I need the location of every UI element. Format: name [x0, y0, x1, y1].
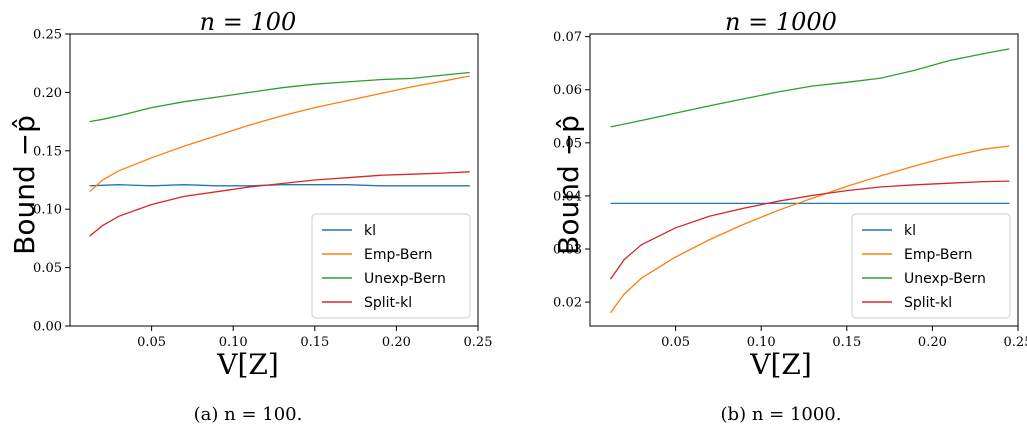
- y-axis-label: Bound −p̂: [552, 115, 585, 255]
- x-tick-label: 0.10: [747, 335, 776, 350]
- y-tick-label: 0.25: [33, 28, 62, 43]
- x-tick-label: 0.05: [661, 335, 690, 350]
- chart-title: n = 1000: [725, 8, 837, 36]
- chart-panel-n100: n = 100 V[Z] Bound −p̂ (a) n = 100. 0.05…: [8, 8, 492, 425]
- y-tick-label: 0.03: [553, 243, 582, 258]
- x-tick-label: 0.20: [918, 335, 947, 350]
- y-tick-label: 0.20: [33, 86, 62, 101]
- y-tick-label: 0.04: [553, 189, 582, 204]
- x-tick-label: 0.25: [464, 335, 493, 350]
- x-tick-label: 0.15: [300, 335, 329, 350]
- y-tick-label: 0.05: [33, 261, 62, 276]
- series-line-kl: [89, 184, 470, 187]
- series-line-unexp-bern: [610, 48, 1010, 128]
- plot-frame: [589, 33, 1019, 327]
- y-tick-label: 0.15: [33, 144, 62, 159]
- x-axis-label: V[Z]: [749, 348, 812, 381]
- legend-label: Emp-Bern: [904, 247, 973, 263]
- chart-panel-n1000: n = 1000 V[Z] Bound −p̂ (b) n = 1000. 0.…: [552, 8, 1027, 425]
- x-tick-label: 0.10: [219, 335, 248, 350]
- x-tick-label: 0.15: [832, 335, 861, 350]
- series-line-split-kl: [89, 171, 470, 237]
- plot-frame: [69, 33, 479, 327]
- y-tick-label: 0.05: [553, 136, 582, 151]
- x-tick-label: 0.05: [137, 335, 166, 350]
- legend-label: kl: [904, 223, 916, 239]
- series-line-split-kl: [609, 180, 1010, 280]
- chart-title: n = 100: [200, 8, 297, 36]
- x-tick-label: 0.25: [1004, 335, 1027, 350]
- legend-box: [851, 213, 1011, 319]
- legend-label: kl: [364, 223, 376, 239]
- legend-box: [311, 213, 471, 319]
- y-tick-label: 0.10: [33, 203, 62, 218]
- series-line-unexp-bern: [89, 71, 470, 123]
- series-line-emp-bern: [89, 75, 470, 193]
- legend-label: Unexp-Bern: [904, 271, 986, 287]
- panel-caption: (b) n = 1000.: [721, 404, 842, 425]
- legend-label: Emp-Bern: [364, 247, 433, 263]
- panel-caption: (a) n = 100.: [194, 404, 303, 425]
- y-axis-label: Bound −p̂: [8, 115, 41, 255]
- legend: kl Emp-Bern Unexp-Bern Split-kl: [311, 213, 471, 319]
- y-tick-label: 0.07: [553, 30, 582, 45]
- x-axis-label: V[Z]: [216, 348, 279, 381]
- legend-label: Split-kl: [364, 295, 412, 311]
- y-tick-label: 0.02: [553, 296, 582, 311]
- y-tick-label: 0.06: [553, 83, 582, 98]
- y-tick-label: 0.00: [33, 320, 62, 335]
- series-line-emp-bern: [609, 145, 1010, 314]
- legend-label: Split-kl: [904, 295, 952, 311]
- legend-label: Unexp-Bern: [364, 271, 446, 287]
- x-tick-label: 0.20: [382, 335, 411, 350]
- legend: kl Emp-Bern Unexp-Bern Split-kl: [851, 213, 1011, 319]
